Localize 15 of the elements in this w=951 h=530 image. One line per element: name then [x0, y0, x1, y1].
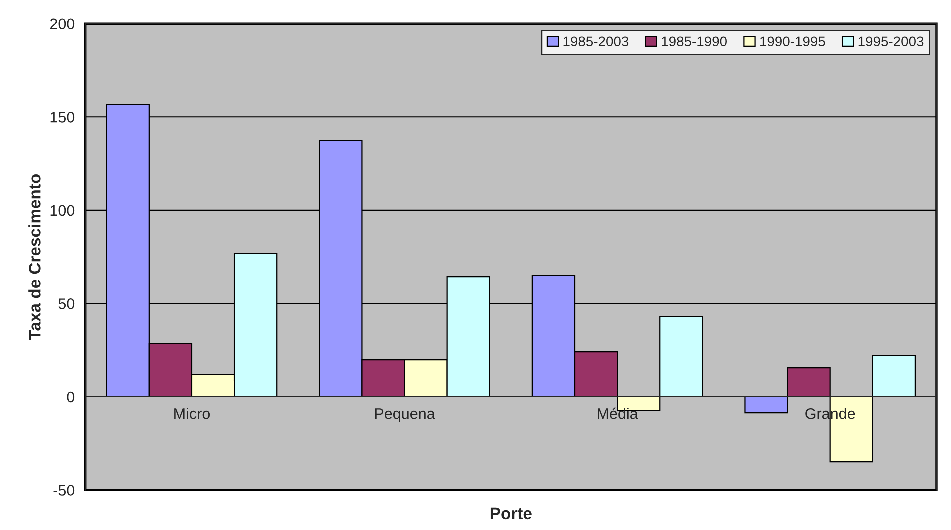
- y-tick-label: 0: [67, 392, 75, 403]
- legend-label: 1985-2003: [564, 36, 629, 47]
- y-axis-title: Taxa de Crescimento: [28, 174, 41, 340]
- y-tick-label: 100: [50, 205, 75, 216]
- x-tick-label: Micro: [174, 408, 210, 420]
- x-tick-label: Pequena: [375, 408, 436, 422]
- y-tick-label: 200: [50, 18, 75, 30]
- legend-label: 1985-1990: [662, 36, 727, 47]
- x-axis-title: Porte: [490, 508, 532, 520]
- x-tick-label: Média: [598, 408, 638, 420]
- y-tick-label: 150: [50, 112, 75, 123]
- y-tick-label: -50: [54, 485, 75, 496]
- y-tick-label: 50: [58, 298, 75, 310]
- legend-label: 1990-1995: [760, 36, 826, 47]
- legend-label: 1995-2003: [858, 36, 924, 47]
